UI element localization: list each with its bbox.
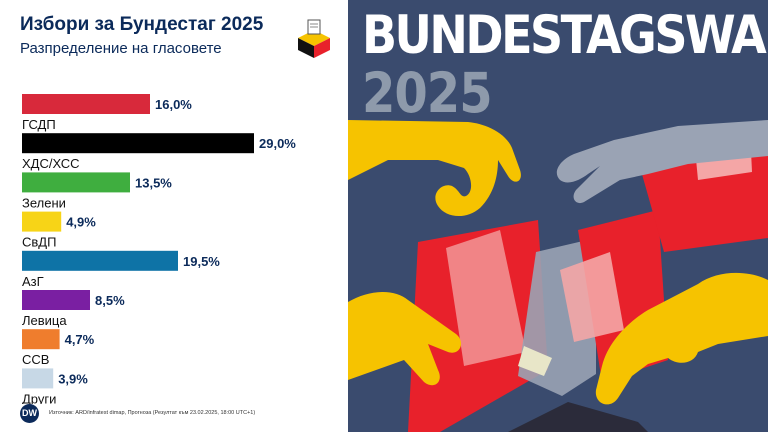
yellow-hand-top-left xyxy=(348,120,521,217)
chart-source: Източник: ARD/infratest dimap, Прогноза … xyxy=(49,410,256,416)
bar-category-label: ХДС/ХСС xyxy=(22,156,80,171)
pink-ballot-shape-right xyxy=(560,252,624,342)
poster-title: BUNDESTAGSWAHL xyxy=(362,3,768,66)
poster-panel: BUNDESTAGSWAHL 2025 xyxy=(348,0,768,432)
bar-category-label: Зелени xyxy=(22,195,66,210)
bar-value-label: 4,7% xyxy=(65,332,95,347)
ballot-slot xyxy=(508,402,648,432)
bar-value-label: 16,0% xyxy=(155,97,192,112)
bar-category-label: АзГ xyxy=(22,274,44,289)
bar-value-label: 19,5% xyxy=(183,254,220,269)
gray-hand xyxy=(556,120,768,204)
ballot-box-icon xyxy=(298,19,330,58)
dw-logo: DW xyxy=(20,403,39,423)
pink-ballot-shape xyxy=(446,230,526,366)
poster-year: 2025 xyxy=(362,61,493,126)
bar-2 xyxy=(22,133,254,154)
bar-value-label: 4,9% xyxy=(66,215,96,230)
bar-category-label: ГСДП xyxy=(22,117,56,132)
voting-hands-illustration xyxy=(348,120,768,432)
chart-panel: Избори за Бундестаг 2025 Разпределение н… xyxy=(0,0,348,432)
bar-7 xyxy=(22,329,60,350)
chart-subtitle: Разпределение на гласовете xyxy=(20,40,222,57)
yellow-finger-bottom-right xyxy=(670,315,694,348)
bar-category-label: ССВ xyxy=(22,352,49,367)
yellow-hand-bottom-left xyxy=(348,291,462,386)
bar-value-label: 8,5% xyxy=(95,293,125,308)
bar-value-label: 13,5% xyxy=(135,175,172,190)
bar-3 xyxy=(22,172,130,193)
cream-ballot-shape xyxy=(518,346,552,376)
bar-category-label: СвДП xyxy=(22,235,56,250)
bar-value-label: 3,9% xyxy=(58,371,88,386)
bar-1 xyxy=(22,94,150,114)
bar-8 xyxy=(22,368,54,389)
bar-5 xyxy=(22,250,178,271)
bar-category-label: Други xyxy=(22,391,56,404)
bar-6 xyxy=(22,290,90,310)
bar-category-label: Левица xyxy=(22,313,67,328)
chart-footer: DW Източник: ARD/infratest dimap, Прогно… xyxy=(20,403,255,423)
bar-4 xyxy=(22,211,62,232)
red-ballot-shape-far-right xyxy=(638,150,768,252)
bar-value-label: 29,0% xyxy=(259,136,296,151)
chart-title: Избори за Бундестаг 2025 xyxy=(20,14,264,35)
